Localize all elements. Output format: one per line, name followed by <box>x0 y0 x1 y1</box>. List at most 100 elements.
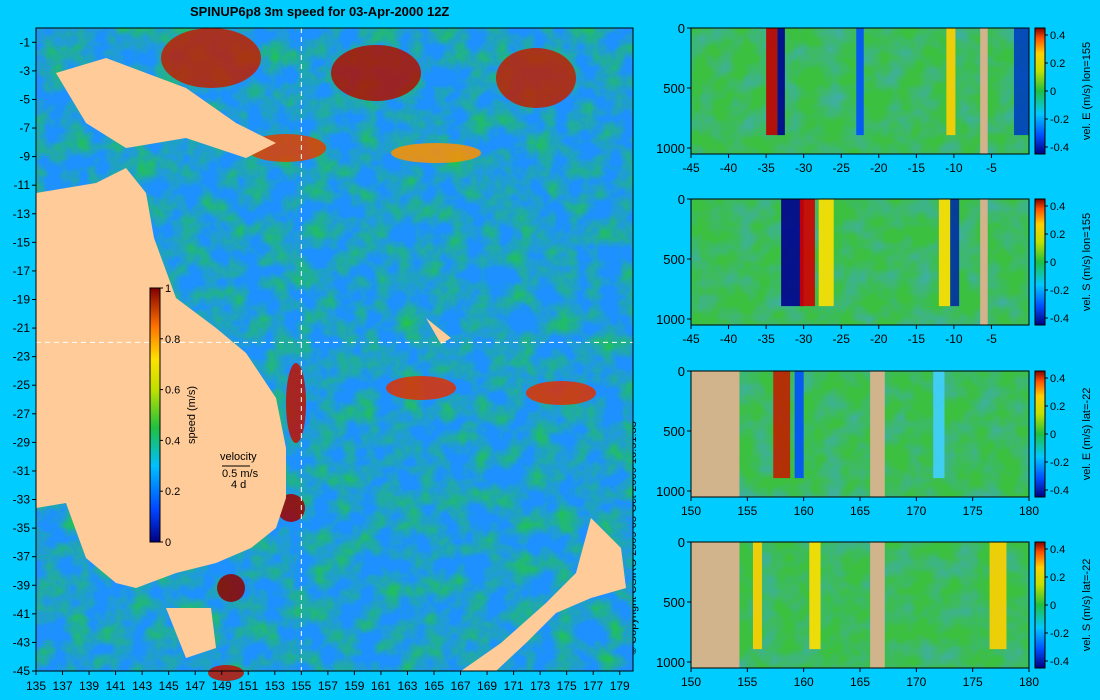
section-panel-vel-s-lat22: 150 155 160 165 170 175 180 0 500 1000 0.4 0.2 0 -0.2… <box>656 535 1093 689</box>
x-tick-label: 149 <box>212 679 232 693</box>
colorbar-tick-label: -0.4 <box>1050 313 1069 325</box>
colorbar-label: vel. S (m/s) lon=155 <box>1081 213 1093 311</box>
x-tick-label: 161 <box>371 679 391 693</box>
section-panel-vel-s-lon155: -45 -40 -35 -30 -25 -20 -15 -10 -5 0 500 1000 0.4 0.2… <box>656 192 1093 346</box>
y-tick-label: -39 <box>13 578 31 592</box>
new-caledonia-landmass <box>426 318 451 344</box>
y-tick-label: -37 <box>13 550 31 564</box>
x-tick-label: -30 <box>795 332 813 346</box>
colorbar-label: vel. E (m/s) lon=155 <box>1081 42 1093 140</box>
x-tick-label: -15 <box>908 161 926 175</box>
section-land-band <box>870 542 885 668</box>
y-tick-label: -5 <box>19 92 30 106</box>
y-tick-label: -41 <box>13 607 31 621</box>
colorbar-tick-label: 0.4 <box>1050 30 1065 42</box>
x-tick-label: 170 <box>906 504 926 518</box>
x-tick-label: 163 <box>397 679 417 693</box>
x-tick-label: -10 <box>945 161 963 175</box>
colorbar-tick-label: 0.2 <box>1050 58 1065 70</box>
x-tick-label: -15 <box>908 332 926 346</box>
y-tick-label: -13 <box>13 207 31 221</box>
x-tick-label: -35 <box>757 332 775 346</box>
y-tick-label: 1000 <box>656 655 685 670</box>
x-tick-label: -20 <box>870 332 888 346</box>
current-eddy <box>217 574 245 602</box>
colorbar-tick-label: 0.4 <box>1050 373 1065 385</box>
colorbar-tick-label: 0 <box>165 537 171 549</box>
x-tick-label: 155 <box>291 679 311 693</box>
x-tick-label: 170 <box>906 675 926 689</box>
velocity-colorbar <box>1034 27 1046 155</box>
x-tick-label: -30 <box>795 161 813 175</box>
section-current-band <box>773 371 791 479</box>
y-tick-label: -43 <box>13 635 31 649</box>
map-frame <box>35 27 634 672</box>
velocity-colorbar <box>1034 541 1046 669</box>
section-current-band <box>794 371 804 479</box>
x-tick-label: -40 <box>720 332 738 346</box>
x-tick-label: 175 <box>963 504 983 518</box>
x-tick-label: -40 <box>720 161 738 175</box>
y-tick-label: -11 <box>14 178 31 192</box>
section-frame <box>690 27 1030 155</box>
x-tick-label: -25 <box>833 161 851 175</box>
x-tick-label: 175 <box>557 679 577 693</box>
colorbar-tick-label: -0.2 <box>1050 285 1069 297</box>
x-tick-label: 179 <box>610 679 630 693</box>
x-tick-label: 167 <box>451 679 471 693</box>
x-tick-label: -10 <box>945 332 963 346</box>
section-panel-vel-e-lon155: -45 -40 -35 -30 -25 -20 -15 -10 -5 0 500 1000 0.4 0.2… <box>656 21 1093 175</box>
x-tick-label: 160 <box>794 675 814 689</box>
section-current-band <box>950 199 960 307</box>
section-current-band <box>856 28 864 136</box>
current-eddy <box>331 45 421 101</box>
colorbar-tick-label: 0.2 <box>165 486 180 498</box>
x-tick-label: -5 <box>986 332 997 346</box>
x-tick-label: 165 <box>850 675 870 689</box>
section-current-band <box>989 542 1007 650</box>
section-land-band <box>691 371 740 497</box>
y-tick-label: 0 <box>678 364 685 379</box>
x-tick-label: 143 <box>132 679 152 693</box>
colorbar-tick-label: 0.4 <box>165 435 180 447</box>
x-tick-label: 153 <box>265 679 285 693</box>
x-tick-label: 155 <box>737 504 757 518</box>
colorbar-tick-label: 0.2 <box>1050 229 1065 241</box>
section-texture <box>691 371 1029 497</box>
velocity-colorbar <box>1034 198 1046 326</box>
x-tick-label: 169 <box>477 679 497 693</box>
x-tick-label: 145 <box>159 679 179 693</box>
section-current-band <box>781 199 804 307</box>
x-tick-label: -25 <box>833 332 851 346</box>
section-current-band <box>938 199 951 307</box>
y-tick-label: -19 <box>13 292 31 306</box>
new-zealand-landmass <box>461 518 626 671</box>
y-tick-label: -35 <box>13 521 31 535</box>
x-tick-label: 177 <box>583 679 603 693</box>
current-eddy <box>208 665 244 681</box>
australia-landmass <box>36 168 286 588</box>
colorbar-tick-label: 0 <box>1050 257 1056 269</box>
x-tick-label: -35 <box>757 161 775 175</box>
y-tick-label: 500 <box>663 252 685 267</box>
x-tick-label: 175 <box>963 675 983 689</box>
y-tick-label: 0 <box>678 535 685 550</box>
x-tick-label: 139 <box>79 679 99 693</box>
colorbar-tick-label: -0.4 <box>1050 142 1069 154</box>
y-tick-label: -15 <box>13 235 31 249</box>
colorbar-tick-label: 0 <box>1050 86 1056 98</box>
colorbar-tick-label: 0.2 <box>1050 572 1065 584</box>
x-tick-label: 160 <box>794 504 814 518</box>
section-current-band <box>752 542 762 650</box>
section-land-band <box>980 28 988 154</box>
section-current-band <box>799 199 815 307</box>
section-texture <box>691 542 1029 668</box>
x-tick-label: 150 <box>681 504 701 518</box>
colorbar-tick-label: 0.4 <box>1050 544 1065 556</box>
new-guinea-landmass <box>56 58 276 158</box>
colorbar-tick-label: -0.2 <box>1050 457 1069 469</box>
y-tick-label: 0 <box>678 192 685 207</box>
y-tick-label: 1000 <box>656 312 685 327</box>
speed-colorbar <box>149 287 161 543</box>
